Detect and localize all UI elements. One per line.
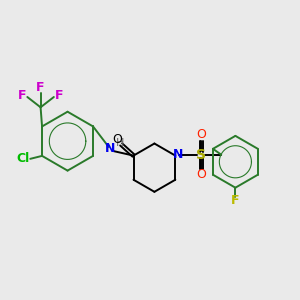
Text: F: F <box>36 81 45 94</box>
Text: O: O <box>196 168 206 181</box>
Text: F: F <box>231 194 240 207</box>
Text: O: O <box>113 133 122 146</box>
Text: H: H <box>116 138 124 148</box>
Text: O: O <box>196 128 206 141</box>
Text: F: F <box>18 89 26 102</box>
Text: F: F <box>55 89 63 102</box>
Text: N: N <box>173 148 184 161</box>
Text: S: S <box>196 148 206 162</box>
Text: N: N <box>105 142 116 155</box>
Text: Cl: Cl <box>16 152 29 165</box>
